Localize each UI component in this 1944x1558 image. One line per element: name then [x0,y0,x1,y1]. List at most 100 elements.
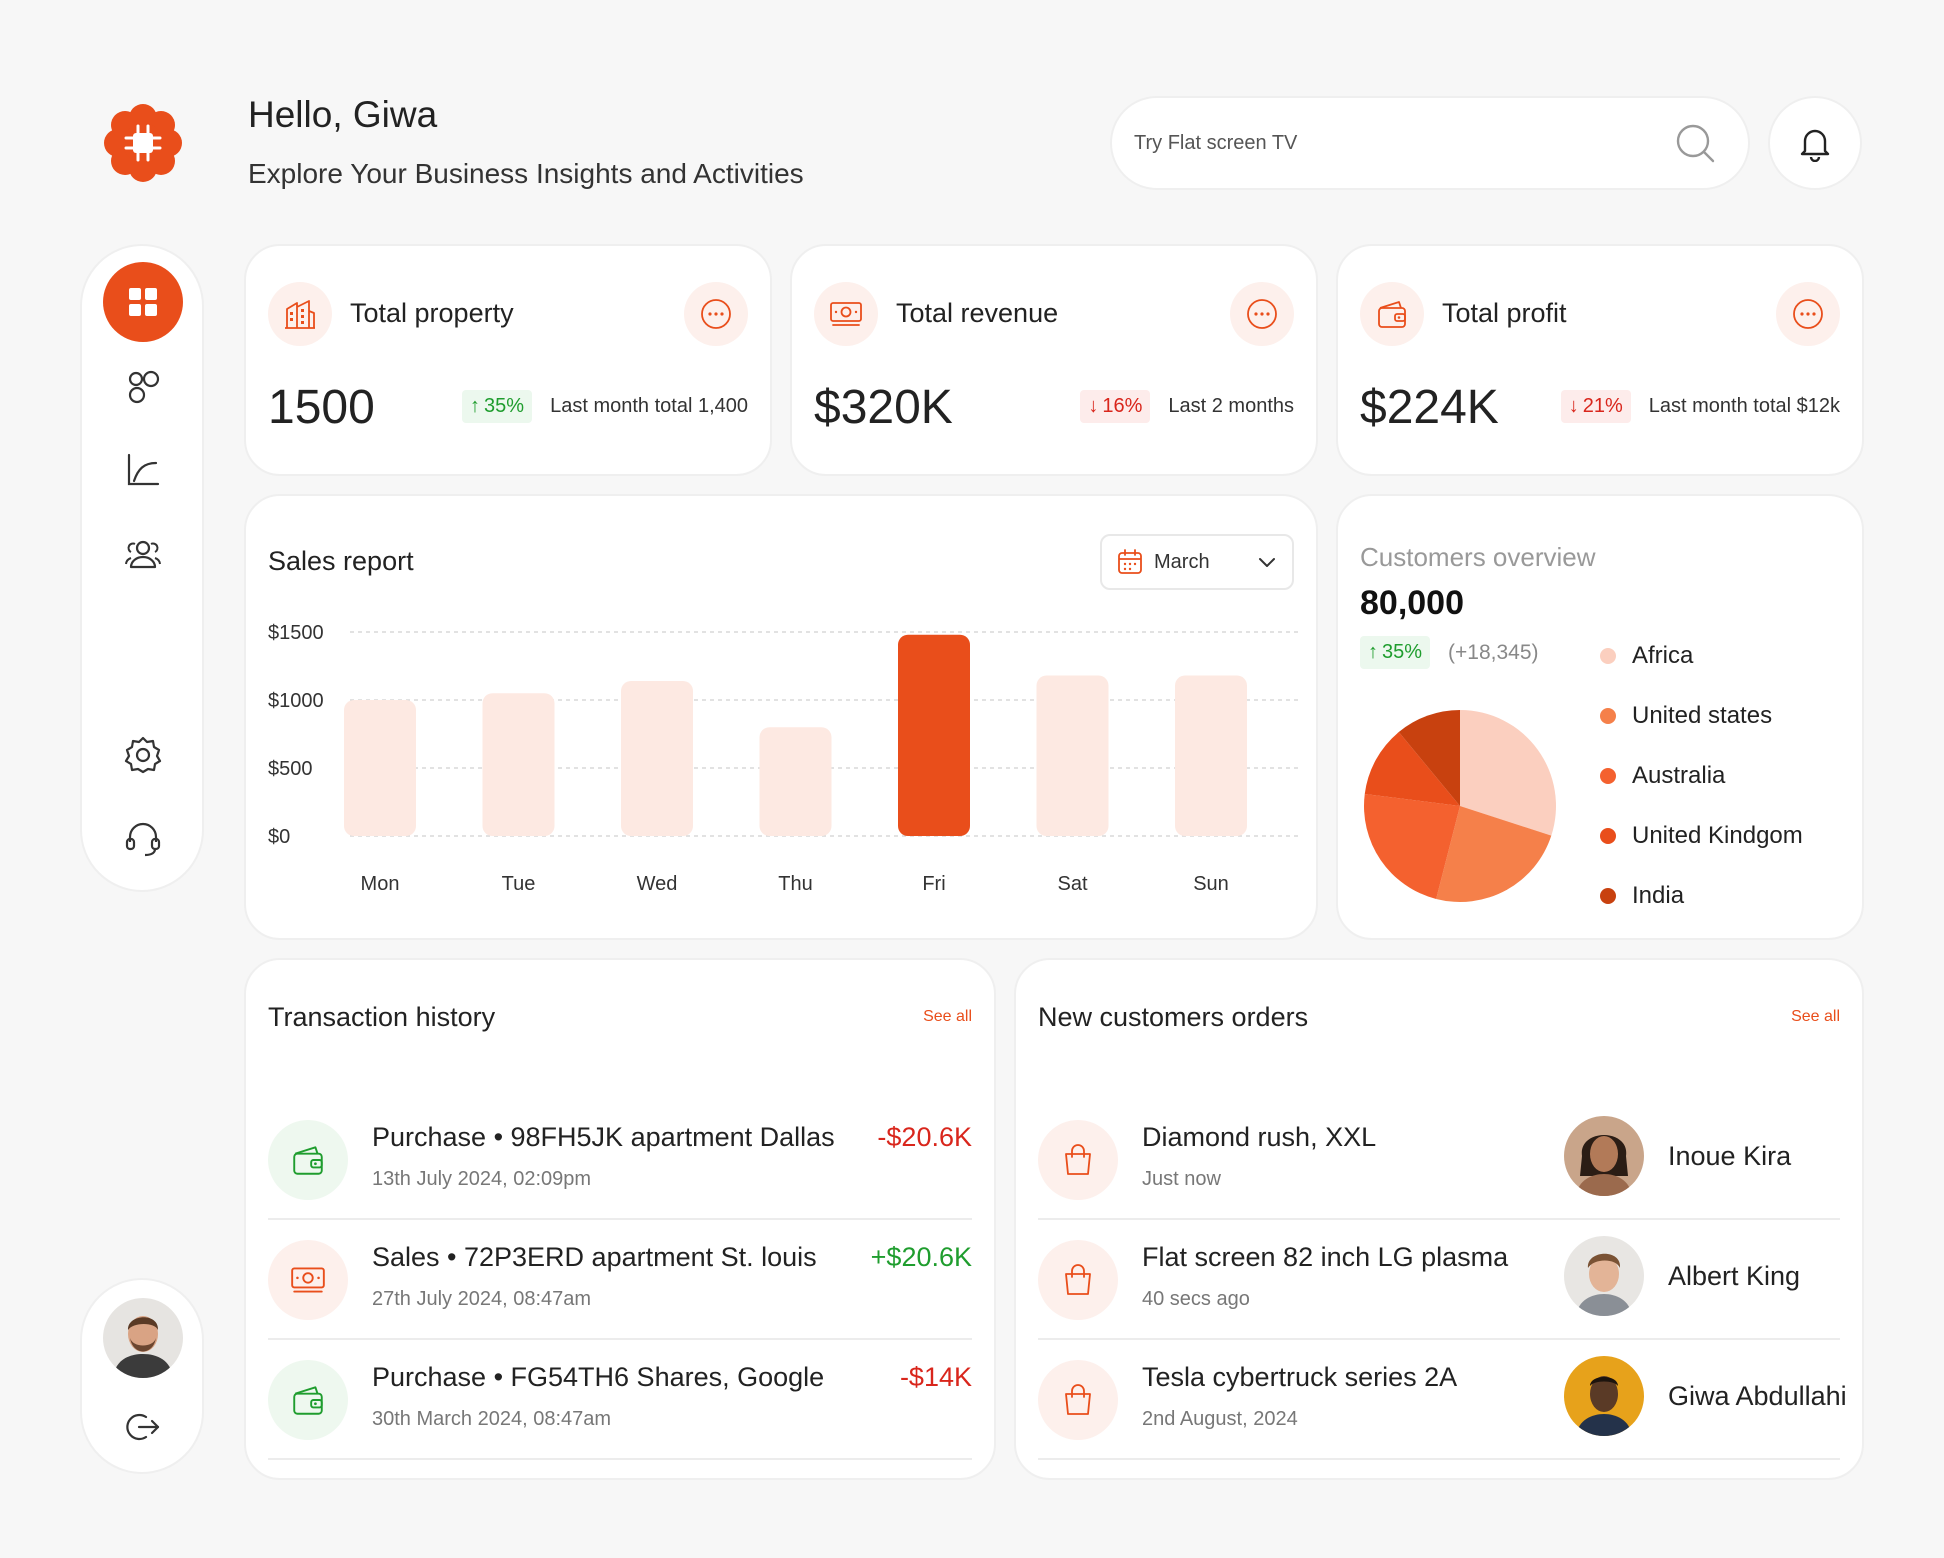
change-badge: ↓ 16% [1080,390,1151,423]
customer-avatar-icon [1564,1356,1644,1436]
greeting-title: Hello, Giwa [248,94,438,135]
transaction-title: Purchase • 98FH5JK apartment Dallas [372,1122,835,1152]
pie-slice-australia[interactable] [1364,793,1460,899]
search-icon[interactable] [1674,122,1716,164]
legend-dot [1600,768,1616,784]
month-select-value: March [1154,550,1210,573]
sidebar-nav [80,244,204,892]
more-options-button[interactable] [684,282,748,346]
bell-icon [1800,129,1830,162]
customer-avatar-icon [1564,1236,1644,1316]
transaction-icon-wrap [268,1240,348,1320]
nav-settings[interactable] [103,714,183,794]
transaction-row[interactable]: Purchase • FG54TH6 Shares, Google 30th M… [268,1340,972,1460]
grid-icon [129,288,157,316]
order-customer: Giwa Abdullahi [1564,1356,1847,1436]
order-row[interactable]: Tesla cybertruck series 2A 2nd August, 2… [1038,1340,1847,1460]
stat-card-property: Total property 1500 ↑ 35% Last month tot… [244,244,772,476]
legend-item: United Kindgom [1600,806,1803,866]
stat-icon-wrap [814,282,878,346]
bar-fri[interactable] [898,634,970,836]
stat-footer: ↓ 16% Last 2 months [1080,390,1294,423]
more-icon [701,299,731,329]
pie-slice-africa[interactable] [1460,710,1556,836]
stat-title: Total property [350,298,514,328]
avatar[interactable] [1564,1236,1644,1316]
money-icon [291,1267,325,1293]
bar-sat[interactable] [1036,675,1109,836]
pie-slice-united-kindgom[interactable] [1364,732,1460,806]
y-tick-label: $1000 [268,690,324,712]
transaction-icon-wrap [268,1360,348,1440]
transaction-row[interactable]: Sales • 72P3ERD apartment St. louis 27th… [268,1220,972,1340]
bar-sun[interactable] [1175,675,1247,836]
avatar[interactable] [1564,1116,1644,1196]
more-options-button[interactable] [1230,282,1294,346]
stat-icon-wrap [1360,282,1424,346]
transaction-date: 13th July 2024, 02:09pm [372,1168,592,1190]
transaction-date: 27th July 2024, 08:47am [372,1288,592,1310]
transactions-see-all-link[interactable]: See all [923,1008,972,1025]
transaction-row[interactable]: Purchase • 98FH5JK apartment Dallas 13th… [268,1100,972,1220]
nav-dashboard[interactable] [103,262,183,342]
nav-customers[interactable] [103,514,183,594]
transaction-date: 30th March 2024, 08:47am [372,1408,612,1430]
notifications-button[interactable] [1768,96,1862,190]
transaction-history-card: Transaction history See all Purchase • 9… [244,958,996,1480]
customer-name: Albert King [1668,1260,1801,1291]
avatar[interactable] [103,1298,183,1378]
money-icon [830,302,862,326]
transaction-amount: -$20.6K [877,1122,972,1152]
logout-icon [126,1413,160,1441]
month-select[interactable]: March [1100,534,1294,590]
customer-name: Inoue Kira [1668,1140,1792,1171]
orders-see-all-link[interactable]: See all [1791,1008,1840,1025]
order-product: Diamond rush, XXL [1142,1122,1377,1152]
legend-dot [1600,888,1616,904]
order-product: Flat screen 82 inch LG plasma [1142,1242,1509,1272]
change-value: 35% [1382,641,1423,663]
avatar[interactable] [1564,1356,1644,1436]
legend-label: Africa [1632,642,1694,669]
order-customer: Albert King [1564,1236,1800,1316]
order-customer: Inoue Kira [1564,1116,1791,1196]
nav-support[interactable] [103,798,183,878]
transaction-title: Purchase • FG54TH6 Shares, Google [372,1362,825,1392]
sales-report-title: Sales report [268,546,414,576]
legend-item: United states [1600,686,1803,746]
search-bar [1110,96,1750,190]
bar-tue[interactable] [482,693,555,836]
customers-growth: ↑ 35% (+18,345) [1360,636,1539,669]
bar-thu[interactable] [759,727,832,836]
order-time: 2nd August, 2024 [1142,1408,1298,1430]
flower-logo-icon [104,104,182,182]
order-row[interactable]: Diamond rush, XXL Just now Inoue Kira [1038,1100,1840,1220]
bar-mon[interactable] [344,700,416,836]
more-options-button[interactable] [1776,282,1840,346]
nav-analytics-bubbles[interactable] [103,346,183,426]
nav-reports[interactable] [103,430,183,510]
transaction-title: Sales • 72P3ERD apartment St. louis [372,1242,817,1272]
x-tick-label: Sat [1057,873,1087,895]
wallet-icon [293,1146,323,1175]
stat-footer: ↓ 21% Last month total $12k [1560,390,1840,423]
pie-slice-united-states[interactable] [1436,806,1552,902]
search-input[interactable] [1134,131,1674,155]
legend-dot [1600,828,1616,844]
order-icon-wrap [1038,1360,1118,1440]
customers-pie-chart [1364,710,1556,902]
bar-wed[interactable] [621,680,693,836]
transaction-history-title: Transaction history [268,1002,496,1032]
pie-slice-india[interactable] [1398,710,1460,806]
y-tick-label: $1500 [268,622,324,644]
brand-logo[interactable] [104,104,182,182]
legend-item: India [1600,866,1803,926]
legend-dot [1600,648,1616,664]
bag-icon [1065,1264,1091,1295]
arrow-down-icon: ↓ [1568,395,1579,417]
building-icon [285,300,315,329]
order-row[interactable]: Flat screen 82 inch LG plasma 40 secs ag… [1038,1220,1840,1340]
y-tick-label: $500 [268,758,313,780]
logout-button[interactable] [103,1392,183,1462]
sales-report-card: Sales report March $0 $500 $1000 $1500 Mon Tu… [244,494,1318,940]
